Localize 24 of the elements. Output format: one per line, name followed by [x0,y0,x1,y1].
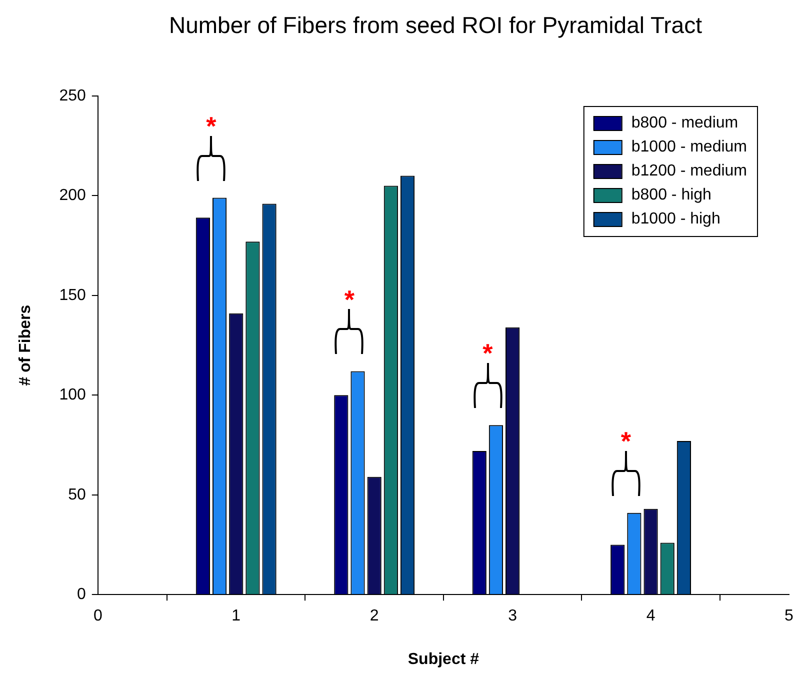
x-tick-label: 4 [646,608,656,625]
legend-label: b1000 - medium [631,138,748,156]
legend-label: b800 - medium [631,114,738,132]
y-tick-label: 0 [76,586,86,604]
chart-title: Number of Fibers from seed ROI for Pyramidal Tract [168,12,703,39]
annotation: * [482,338,494,368]
x-axis-title: Subject # [408,650,480,668]
x-tick-label: 2 [370,608,379,625]
annotation: * [344,284,356,314]
y-tick-label: 100 [59,386,86,404]
x-tick-label: 5 [784,608,794,625]
x-tick-label: 3 [508,608,518,625]
y-tick-label: 50 [68,486,86,504]
y-axis-title: # of Fibers [17,304,34,386]
legend-label: b800 - high [631,186,712,204]
annotation: * [620,426,632,456]
y-tick-label: 200 [59,187,86,204]
annotation: * [206,110,218,141]
y-tick-label: 150 [59,286,86,304]
legend-label: b1200 - medium [631,162,748,180]
x-tick-label: 0 [93,608,102,625]
legend-label: b1000 - high [631,210,720,228]
x-tick-label: 1 [232,608,241,625]
y-tick-label: 250 [59,87,86,104]
